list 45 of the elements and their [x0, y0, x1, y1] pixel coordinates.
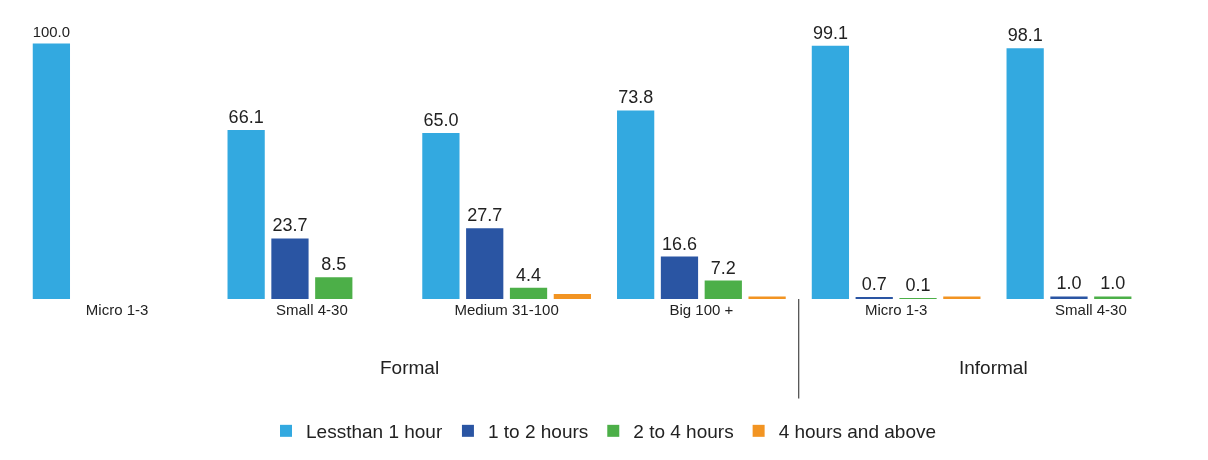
legend-label: Lessthan 1 hour: [306, 421, 443, 443]
bar: [32, 43, 71, 299]
x-tick-label: Micro 1-3: [864, 301, 928, 318]
bar: [315, 277, 353, 299]
x-tick-label: Medium 31-100: [454, 301, 559, 318]
bar: [509, 287, 548, 299]
bar: [1050, 296, 1088, 299]
bar: [660, 256, 699, 299]
bar: [811, 45, 850, 299]
bar: [617, 110, 655, 299]
data-label: 0.7: [861, 274, 887, 294]
bar: [943, 296, 981, 299]
bar: [1006, 48, 1044, 299]
legend-label: 2 to 4 hours: [633, 421, 734, 443]
bar: [748, 296, 786, 299]
data-label: 7.2: [710, 257, 736, 278]
bar: [553, 293, 591, 299]
x-tick-label: Micro 1-3: [85, 301, 149, 318]
data-label: 1.0: [1056, 273, 1082, 294]
bar: [466, 228, 504, 299]
data-label: 73.8: [618, 87, 654, 108]
bar: [422, 132, 460, 299]
data-label: 65.0: [423, 109, 459, 130]
legend-label: 1 to 2 hours: [487, 421, 589, 443]
text: Informal: [959, 357, 1028, 378]
data-label: 23.7: [272, 215, 308, 236]
bar: [704, 280, 742, 299]
x-tick-label: Big 100 +: [669, 301, 734, 318]
data-label: 66.1: [228, 107, 264, 128]
bar: [1094, 296, 1132, 299]
x-tick-label: Small 4-30: [276, 301, 348, 318]
bar: [227, 130, 265, 299]
data-label: 0.1: [905, 275, 931, 295]
bar: [271, 238, 309, 299]
x-tick-label: Small 4-30: [1055, 301, 1127, 318]
data-label: 8.5: [321, 254, 347, 275]
data-label: 98.1: [1007, 25, 1043, 46]
data-label: 99.1: [812, 22, 848, 43]
data-label: 27.7: [467, 205, 503, 226]
text: Formal: [380, 357, 440, 378]
data-label: 100.0: [32, 24, 70, 41]
data-label: 1.0: [1100, 273, 1126, 294]
data-label: 4.4: [516, 264, 542, 285]
legend-label: 4 hours and above: [778, 421, 937, 443]
data-label: 16.6: [661, 233, 697, 254]
